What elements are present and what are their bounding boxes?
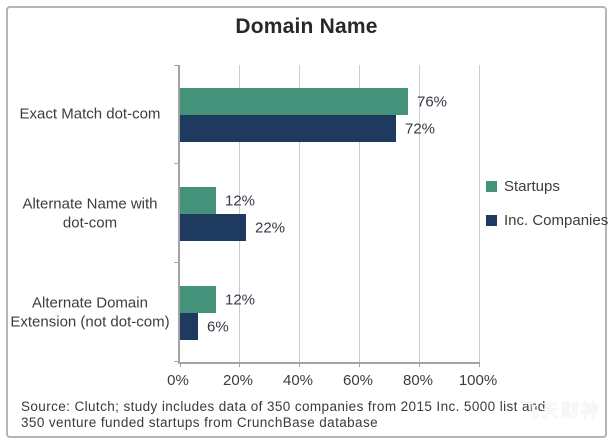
gridline: [479, 65, 480, 362]
gridline: [359, 65, 360, 362]
bar-startups: [180, 187, 216, 214]
legend-swatch-icon: [486, 215, 497, 226]
legend-label: Startups: [504, 178, 560, 195]
x-axis-tick-label: 100%: [458, 372, 498, 389]
gridline: [299, 65, 300, 362]
category-label: Alternate Name with dot-com: [22, 195, 158, 231]
legend: Startups Inc. Companies: [486, 178, 608, 246]
value-label: 76%: [417, 93, 448, 110]
y-axis-tick: [174, 65, 179, 66]
x-axis-tick-label: 20%: [222, 372, 254, 389]
bar-startups: [180, 88, 408, 115]
source-note: Source: Clutch; study includes data of 3…: [21, 399, 596, 431]
x-axis-tick: [180, 362, 181, 367]
value-label: 72%: [405, 120, 436, 137]
source-line-2: 350 venture funded startups from CrunchB…: [21, 414, 379, 430]
x-axis-tick: [479, 362, 480, 367]
value-label: 6%: [207, 318, 229, 335]
source-line-1: Source: Clutch; study includes data of 3…: [21, 399, 546, 414]
category-label: Alternate Domain Extension (not dot-com): [10, 294, 170, 330]
plot-area: 76% 12% 12% 72% 22% 6%: [174, 65, 480, 367]
x-axis-tick-label: 0%: [167, 372, 189, 389]
legend-swatch-icon: [486, 181, 497, 192]
bar-inc-companies: [180, 115, 396, 142]
x-axis-tick: [299, 362, 300, 367]
x-axis-tick-label: 80%: [402, 372, 434, 389]
category-label: Exact Match dot-com: [19, 105, 161, 123]
legend-item: Startups: [486, 178, 608, 195]
gridline: [419, 65, 420, 362]
x-axis-tick-label: 40%: [282, 372, 314, 389]
x-axis-tick-label: 60%: [342, 372, 374, 389]
y-axis-tick: [174, 361, 179, 362]
legend-label: Inc. Companies: [504, 212, 609, 229]
y-axis-tick: [174, 262, 179, 263]
y-axis-tick: [174, 163, 179, 164]
bar-inc-companies: [180, 214, 246, 241]
bar-startups: [180, 286, 216, 313]
chart-frame: [6, 6, 607, 438]
x-axis-tick: [419, 362, 420, 367]
bar-inc-companies: [180, 313, 198, 340]
value-label: 12%: [225, 192, 256, 209]
chart-title: Domain Name: [235, 15, 378, 38]
legend-item: Inc. Companies: [486, 212, 608, 229]
x-axis-tick: [239, 362, 240, 367]
gridline: [239, 65, 240, 362]
value-label: 22%: [255, 219, 286, 236]
x-axis-tick: [359, 362, 360, 367]
value-label: 12%: [225, 291, 256, 308]
